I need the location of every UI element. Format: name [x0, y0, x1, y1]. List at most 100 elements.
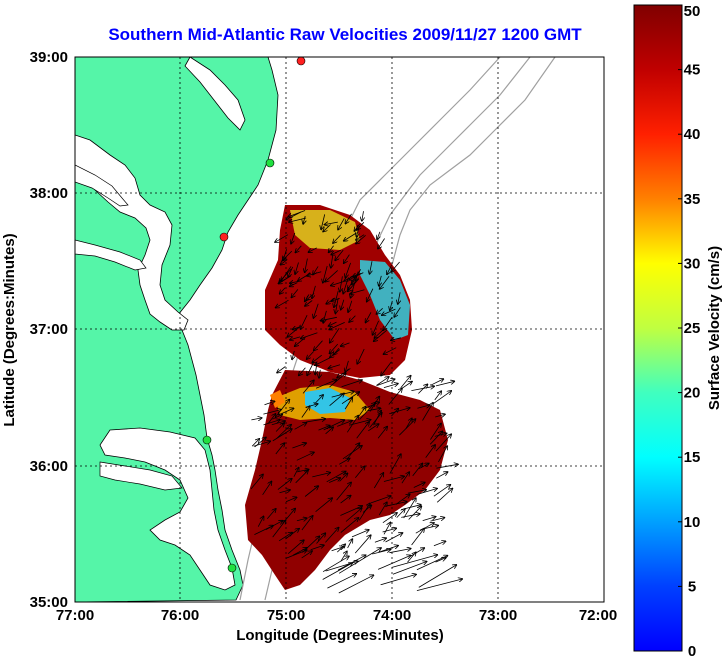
velocity-arrow — [271, 421, 285, 426]
velocity-arrow — [291, 232, 296, 244]
velocity-arrow — [356, 422, 369, 439]
velocity-east-cyan — [360, 260, 410, 340]
x-axis: 77:00 76:00 75:00 74:00 73:00 72:00 Long… — [56, 607, 617, 644]
velocity-arrow — [405, 418, 412, 430]
velocity-arrow — [344, 254, 350, 264]
velocity-arrow — [312, 285, 316, 298]
velocity-arrow — [436, 489, 452, 503]
velocity-arrow — [341, 299, 345, 310]
velocity-arrow — [323, 265, 328, 283]
station-marker — [219, 232, 229, 242]
velocity-arrow — [323, 310, 327, 323]
velocity-arrow — [403, 498, 416, 519]
y-tick-label: 35:00 — [30, 594, 68, 611]
velocity-arrow — [292, 443, 306, 449]
velocity-arrow — [314, 340, 323, 351]
albemarle-sound — [99, 461, 183, 491]
velocity-arrow — [416, 579, 462, 591]
velocity-arrow — [328, 364, 341, 369]
velocity-arrow — [416, 556, 448, 571]
plot-area — [75, 57, 604, 602]
velocity-arrow — [277, 479, 292, 490]
velocity-arrow — [381, 361, 392, 376]
velocity-arrow — [306, 419, 325, 423]
velocity-arrow — [334, 290, 339, 307]
velocity-arrow — [313, 266, 319, 274]
velocity-arrow — [374, 329, 388, 341]
velocity-arrow — [307, 351, 314, 360]
velocity-arrow — [344, 232, 357, 241]
velocity-arrow — [422, 526, 438, 530]
velocity-arrow — [373, 473, 383, 489]
velocity-arrow — [373, 411, 382, 426]
velocity-arrow — [276, 299, 289, 308]
velocity-arrow — [401, 472, 409, 484]
velocity-arrow — [287, 325, 302, 337]
y-tick-label: 37:00 — [30, 321, 68, 338]
velocity-arrow — [272, 429, 292, 442]
velocity-arrow — [391, 555, 438, 568]
velocity-arrow — [408, 506, 422, 520]
velocity-arrow — [389, 549, 410, 554]
colorbar-label: Surface Velocity (cm/s) — [706, 246, 723, 410]
velocity-arrow — [407, 490, 426, 494]
velocity-arrow — [387, 264, 392, 274]
velocity-arrow — [376, 379, 395, 386]
velocity-arrow — [277, 366, 286, 373]
velocity-arrow — [373, 320, 379, 335]
velocity-arrow — [308, 247, 317, 252]
velocity-arrow — [385, 533, 403, 543]
velocity-arrow — [383, 522, 391, 535]
velocity-arrow — [356, 234, 365, 240]
velocity-arrow — [377, 427, 387, 439]
velocity-arrow — [377, 555, 411, 570]
velocity-arrow — [318, 426, 330, 431]
x-tick-label: 76:00 — [161, 607, 199, 624]
velocity-arrow — [325, 270, 338, 281]
velocity-arrow — [288, 210, 306, 217]
potomac-river — [75, 164, 129, 207]
y-axis: 39:00 38:00 37:00 36:00 35:00 Latitude (… — [1, 49, 68, 611]
velocity-arrow — [394, 307, 401, 318]
velocity-arrow — [377, 231, 380, 239]
colorbar-tick-label: 5 — [688, 578, 696, 595]
velocity-arrow — [432, 391, 451, 405]
velocity-arrow — [331, 391, 354, 398]
velocity-arrow — [251, 418, 261, 420]
velocity-arrow — [348, 300, 353, 312]
velocity-arrow — [338, 548, 381, 574]
velocity-arrow — [331, 249, 341, 254]
colorbar-tick-label: 35 — [684, 191, 701, 208]
velocity-arrow — [395, 494, 410, 505]
pamlico-sound — [99, 427, 236, 591]
velocity-arrow — [370, 261, 373, 274]
velocity-arrow — [378, 238, 385, 249]
velocity-arrow — [295, 262, 299, 275]
velocity-arrow — [301, 551, 312, 559]
velocity-arrow — [285, 550, 307, 559]
velocity-arrow — [425, 445, 436, 458]
velocity-arrow — [433, 541, 446, 547]
velocity-arrow — [313, 303, 319, 318]
velocity-arrow — [362, 505, 371, 513]
velocity-vectors — [250, 210, 462, 594]
velocity-arrow — [367, 288, 374, 302]
velocity-arrow — [430, 518, 445, 522]
colorbar-tick-label: 15 — [684, 449, 701, 466]
velocity-arrow — [340, 518, 359, 533]
velocity-arrow — [391, 338, 401, 341]
velocity-arrow — [418, 565, 457, 588]
velocity-arrow — [312, 473, 330, 478]
velocity-arrow — [335, 249, 344, 260]
velocity-arrow — [331, 255, 333, 267]
velocity-arrow — [330, 343, 339, 353]
velocity-arrow — [268, 414, 275, 424]
velocity-arrow — [435, 414, 445, 417]
velocity-arrow — [411, 529, 425, 546]
velocity-arrow — [422, 403, 434, 421]
velocity-arrow — [356, 225, 359, 237]
velocity-arrow — [376, 377, 388, 386]
velocity-arrow — [296, 452, 314, 461]
station-marker — [296, 57, 306, 66]
